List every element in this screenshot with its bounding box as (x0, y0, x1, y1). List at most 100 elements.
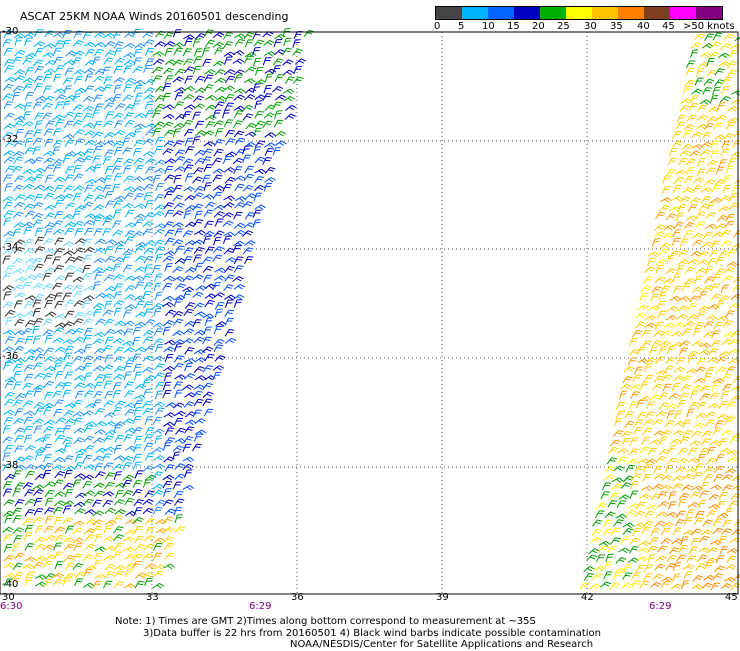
wind-barb (35, 408, 44, 415)
wind-barb (648, 258, 656, 266)
wind-barb (616, 514, 627, 519)
wind-barb (155, 137, 164, 144)
wind-barb (664, 225, 675, 230)
wind-barb (163, 527, 174, 532)
wind-barb (125, 276, 136, 281)
wind-barb (83, 113, 93, 120)
wind-barb (732, 244, 740, 249)
wind-barb (153, 417, 162, 424)
wind-barb (727, 71, 737, 78)
wind-barb (673, 323, 684, 328)
wind-barb (713, 528, 723, 534)
wind-barb (608, 501, 617, 508)
wind-barb (681, 99, 692, 104)
wind-barb (174, 499, 184, 506)
wind-barb (699, 306, 710, 311)
wind-barb (34, 84, 43, 91)
wind-barb (632, 573, 642, 580)
wind-barb (253, 58, 261, 66)
wind-barb (43, 373, 53, 380)
wind-barb (659, 205, 669, 211)
wind-barb (678, 448, 688, 454)
wind-barb (175, 93, 183, 100)
wind-barb (601, 492, 610, 499)
wind-barb (723, 185, 731, 193)
wind-barb (94, 560, 102, 568)
wind-barb (700, 53, 711, 58)
left-wind-swath (3, 28, 315, 588)
wind-barb (145, 102, 154, 109)
wind-barb (105, 329, 115, 335)
wind-barb (85, 185, 94, 192)
wind-barb (114, 292, 122, 300)
wind-barb (95, 293, 106, 298)
wind-barb (661, 430, 672, 435)
lat-label: -38 (2, 460, 18, 471)
wind-barb (174, 175, 182, 183)
time-label: 6:29 (649, 601, 671, 612)
wind-barb (729, 501, 739, 508)
wind-barb (678, 260, 689, 265)
wind-barb (185, 76, 193, 83)
wind-barb (633, 330, 643, 337)
wind-barb (647, 505, 658, 510)
wind-barb (684, 572, 693, 579)
wind-barb (165, 264, 173, 272)
wind-barb (83, 156, 93, 163)
wind-barb (54, 409, 63, 416)
wind-barb (632, 474, 642, 480)
wind-barb (264, 113, 275, 119)
wind-barb (5, 337, 14, 344)
wind-barb (73, 538, 84, 543)
wind-barb (686, 510, 695, 517)
wind-barb (124, 193, 134, 199)
wind-barb (264, 183, 272, 191)
wind-barb (678, 499, 686, 507)
wind-barb (25, 557, 36, 562)
wind-barb (74, 113, 83, 120)
wind-barb (75, 139, 85, 146)
wind-barb (93, 400, 102, 407)
wind-barb (114, 48, 122, 56)
wind-barb (273, 102, 282, 109)
wind-barb (55, 301, 64, 308)
wind-barb (104, 463, 114, 470)
wind-barb (93, 146, 102, 153)
wind-barb (234, 70, 245, 75)
wind-barb (114, 130, 125, 135)
wind-barb (678, 205, 687, 212)
wind-barb (195, 211, 203, 219)
wind-barb (203, 383, 213, 390)
wind-barb (185, 268, 196, 273)
wind-barb (224, 86, 235, 91)
wind-barb (185, 470, 193, 478)
wind-barb (45, 229, 53, 237)
wind-barb (35, 452, 43, 460)
wind-barb (133, 101, 141, 109)
wind-barb (658, 546, 668, 552)
wind-barb (677, 115, 686, 122)
wind-barb (73, 285, 83, 291)
lat-label: -36 (2, 351, 18, 362)
wind-barb (33, 220, 42, 227)
wind-barb (123, 419, 134, 424)
wind-barb (93, 526, 102, 533)
wind-barb (13, 419, 23, 425)
wind-barb (143, 380, 151, 388)
wind-barb (104, 381, 112, 388)
wind-barb (593, 520, 603, 526)
wind-barb (702, 196, 712, 203)
wind-barb (4, 545, 12, 553)
wind-barb (224, 70, 235, 75)
wind-barb (214, 121, 224, 127)
wind-barb (75, 509, 86, 514)
wind-barb (5, 184, 13, 192)
wind-barb (224, 57, 232, 65)
wind-barb (135, 471, 143, 479)
wind-barb (718, 53, 729, 58)
wind-barb (135, 165, 144, 172)
wind-barb (14, 446, 23, 453)
wind-barb (673, 186, 682, 193)
wind-barb (194, 255, 202, 263)
wind-barb (175, 527, 185, 533)
